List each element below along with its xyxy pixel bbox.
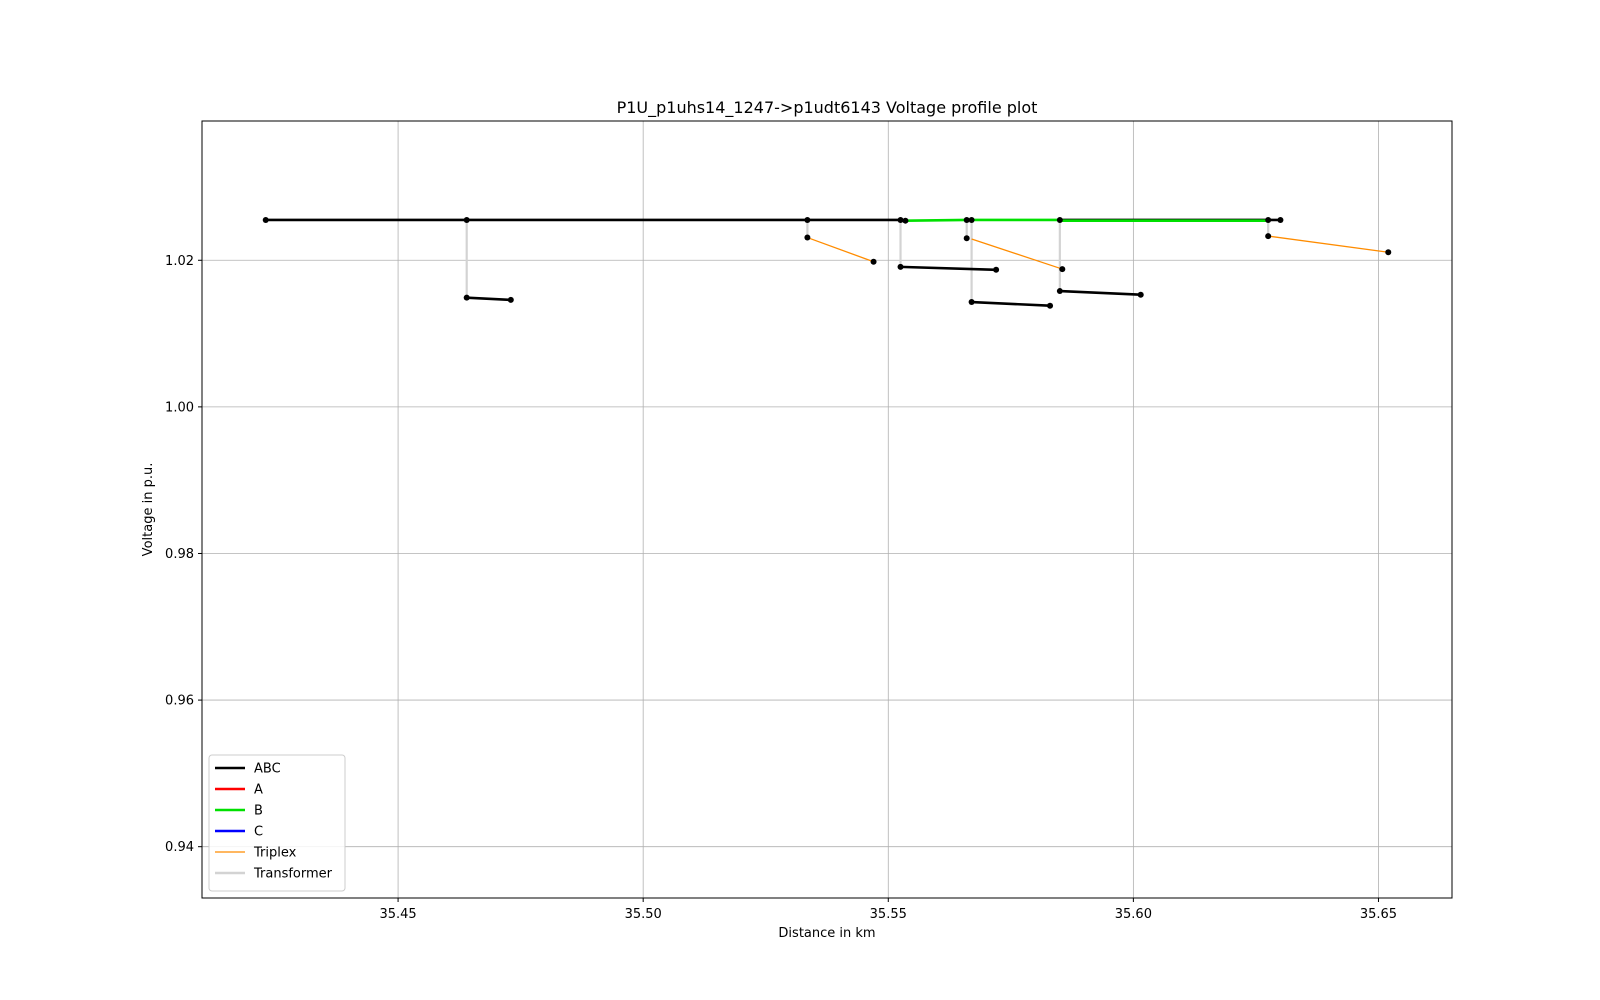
bus-points	[262, 216, 1392, 309]
bus-point	[1265, 233, 1272, 240]
plot-area	[202, 121, 1452, 898]
bus-point	[1385, 249, 1392, 256]
segment-abc	[1059, 289, 1141, 297]
bus-point	[1277, 216, 1284, 223]
chart-title: P1U_p1uhs14_1247->p1udt6143 Voltage prof…	[617, 98, 1038, 118]
bus-point	[968, 299, 975, 306]
legend-label: A	[254, 783, 263, 798]
y-tick-label: 0.98	[165, 547, 194, 562]
voltage-segments	[265, 218, 1389, 308]
legend-label: Triplex	[253, 846, 297, 861]
bus-point	[1265, 216, 1272, 223]
segment-abc	[900, 265, 997, 272]
x-tick-label: 35.60	[1115, 907, 1152, 922]
x-tick-label: 35.65	[1360, 907, 1397, 922]
y-axis-label: Voltage in p.u.	[141, 463, 156, 557]
segment-triplex	[1268, 235, 1389, 253]
y-tick-label: 1.00	[165, 400, 194, 415]
bus-point	[262, 216, 269, 223]
x-axis-label: Distance in km	[778, 926, 875, 941]
bus-point	[463, 294, 470, 301]
bus-point	[804, 216, 811, 223]
bus-point	[968, 216, 975, 223]
segment-b	[905, 218, 967, 222]
y-axis-ticks: 0.94 0.96 0.98 1.00 1.02	[165, 254, 202, 855]
y-tick-label: 1.02	[165, 254, 194, 269]
bus-point	[804, 234, 811, 241]
bus-point	[963, 235, 970, 242]
bus-point	[963, 216, 970, 223]
segment-triplex	[971, 238, 1063, 270]
segment-abc	[971, 300, 1051, 308]
legend-label: C	[254, 825, 263, 840]
x-tick-label: 35.50	[625, 907, 662, 922]
legend-label: Transformer	[253, 867, 333, 882]
bus-point	[1137, 291, 1144, 298]
bus-point	[507, 296, 514, 303]
bus-point	[897, 216, 904, 223]
x-axis-ticks: 35.45 35.50 35.55 35.60 35.65	[379, 898, 1397, 922]
bus-point	[993, 266, 1000, 273]
legend: ABC ABC Triplex Transformer	[208, 754, 346, 892]
bus-point	[463, 216, 470, 223]
y-tick-label: 0.96	[165, 694, 194, 709]
segment-abc	[466, 296, 511, 302]
x-tick-label: 35.55	[870, 907, 907, 922]
bus-point	[1056, 216, 1063, 223]
bus-point	[1056, 288, 1063, 295]
plot-frame	[201, 120, 1453, 899]
grid	[202, 121, 1452, 898]
bus-point	[897, 263, 904, 270]
legend-label: B	[254, 804, 263, 819]
x-tick-label: 35.45	[379, 907, 416, 922]
bus-point	[870, 258, 877, 265]
segment-triplex	[807, 236, 874, 263]
bus-point	[1059, 266, 1066, 273]
y-tick-label: 0.94	[165, 840, 194, 855]
bus-point	[902, 217, 909, 224]
bus-point	[1047, 302, 1054, 309]
legend-label: ABC	[254, 762, 281, 777]
